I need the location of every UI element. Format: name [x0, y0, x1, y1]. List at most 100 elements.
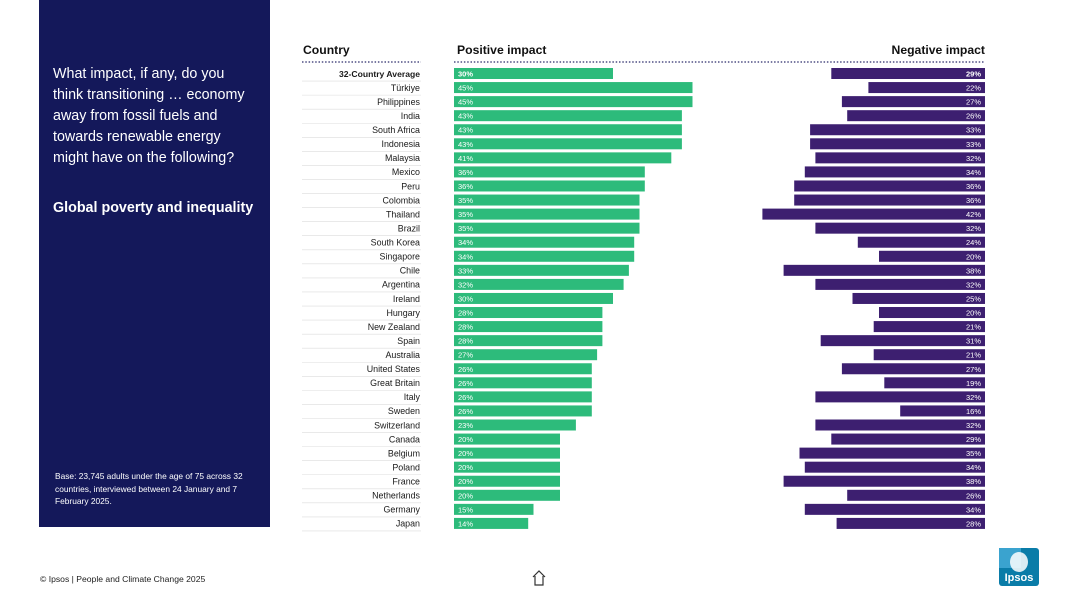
positive-value-label: 20% [458, 477, 473, 486]
positive-bar [454, 166, 645, 178]
country-label: New Zealand [368, 322, 420, 332]
negative-value-label: 31% [966, 337, 981, 346]
positive-bar [454, 475, 560, 487]
positive-value-label: 34% [458, 238, 473, 247]
negative-bar [810, 124, 985, 136]
negative-value-label: 34% [966, 463, 981, 472]
positive-value-label: 27% [458, 351, 473, 360]
negative-value-label: 38% [966, 266, 981, 275]
topic-title: Global poverty and inequality [53, 200, 254, 216]
country-label: Argentina [382, 280, 420, 290]
country-label: South Africa [372, 125, 420, 135]
positive-bar [454, 405, 592, 417]
positive-bar [454, 363, 592, 375]
negative-value-label: 35% [966, 449, 981, 458]
negative-bar [804, 166, 985, 178]
negative-bar [820, 335, 985, 347]
country-label: Poland [392, 462, 420, 472]
negative-bar [873, 349, 985, 361]
country-label: Ireland [393, 294, 420, 304]
header-country: Country [303, 43, 350, 57]
positive-value-label: 35% [458, 210, 473, 219]
negative-bar [815, 419, 985, 431]
positive-bar [454, 236, 635, 248]
positive-value-label: 20% [458, 449, 473, 458]
country-label: Mexico [392, 167, 420, 177]
positive-value-label: 35% [458, 196, 473, 205]
country-label: Chile [400, 266, 420, 276]
negative-bar [815, 391, 985, 403]
positive-bar [454, 307, 603, 319]
positive-bar [454, 447, 560, 459]
negative-value-label: 32% [966, 154, 981, 163]
positive-bar [454, 292, 613, 304]
positive-bar [454, 110, 682, 122]
negative-bar [815, 152, 985, 164]
negative-bar [857, 236, 985, 248]
negative-value-label: 19% [966, 379, 981, 388]
positive-value-label: 30% [458, 294, 473, 303]
negative-value-label: 42% [966, 210, 981, 219]
negative-value-label: 28% [966, 519, 981, 528]
country-label: Spain [397, 336, 420, 346]
header-negative: Negative impact [892, 43, 985, 57]
negative-value-label: 32% [966, 393, 981, 402]
negative-bar [799, 447, 985, 459]
negative-bar [836, 517, 985, 529]
positive-bar [454, 321, 603, 333]
country-label: Germany [384, 505, 421, 515]
country-label: Hungary [386, 308, 420, 318]
country-label: Thailand [386, 209, 420, 219]
negative-value-label: 21% [966, 323, 981, 332]
negative-bar [852, 292, 985, 304]
question-panel: What impact, if any, do you think transi… [39, 0, 270, 527]
positive-bar [454, 433, 560, 445]
negative-bar [873, 321, 985, 333]
country-label: Italy [404, 392, 421, 402]
positive-bar [454, 377, 592, 389]
positive-bar [454, 278, 624, 290]
country-label: United States [367, 364, 421, 374]
positive-value-label: 36% [458, 168, 473, 177]
positive-value-label: 14% [458, 519, 473, 528]
positive-bar [454, 517, 529, 529]
positive-bar [454, 264, 629, 276]
positive-bar [454, 68, 613, 79]
negative-value-label: 34% [966, 505, 981, 514]
negative-value-label: 29% [966, 435, 981, 444]
country-label: Japan [396, 519, 420, 529]
negative-value-label: 26% [966, 491, 981, 500]
positive-value-label: 30% [458, 70, 473, 79]
positive-value-label: 43% [458, 140, 473, 149]
positive-value-label: 43% [458, 112, 473, 121]
country-label: South Korea [371, 238, 420, 248]
positive-value-label: 28% [458, 323, 473, 332]
positive-bar [454, 461, 560, 473]
negative-bar [804, 503, 985, 515]
positive-value-label: 20% [458, 435, 473, 444]
positive-value-label: 45% [458, 84, 473, 93]
negative-bar [841, 96, 985, 108]
negative-value-label: 24% [966, 238, 981, 247]
negative-bar [804, 461, 985, 473]
country-label: India [401, 111, 420, 121]
negative-value-label: 25% [966, 294, 981, 303]
negative-bar [783, 475, 985, 487]
negative-bar [847, 110, 985, 122]
positive-bar [454, 82, 693, 94]
negative-value-label: 33% [966, 126, 981, 135]
home-icon[interactable] [531, 569, 547, 587]
negative-bar [794, 180, 985, 192]
negative-bar [879, 307, 985, 319]
negative-value-label: 32% [966, 421, 981, 430]
positive-value-label: 43% [458, 126, 473, 135]
negative-bar [815, 278, 985, 290]
positive-bar [454, 503, 534, 515]
positive-bar [454, 222, 640, 234]
country-label: Great Britain [370, 378, 420, 388]
country-label: Singapore [380, 252, 421, 262]
negative-bar [810, 138, 985, 150]
positive-bar [454, 250, 635, 262]
positive-value-label: 23% [458, 421, 473, 430]
